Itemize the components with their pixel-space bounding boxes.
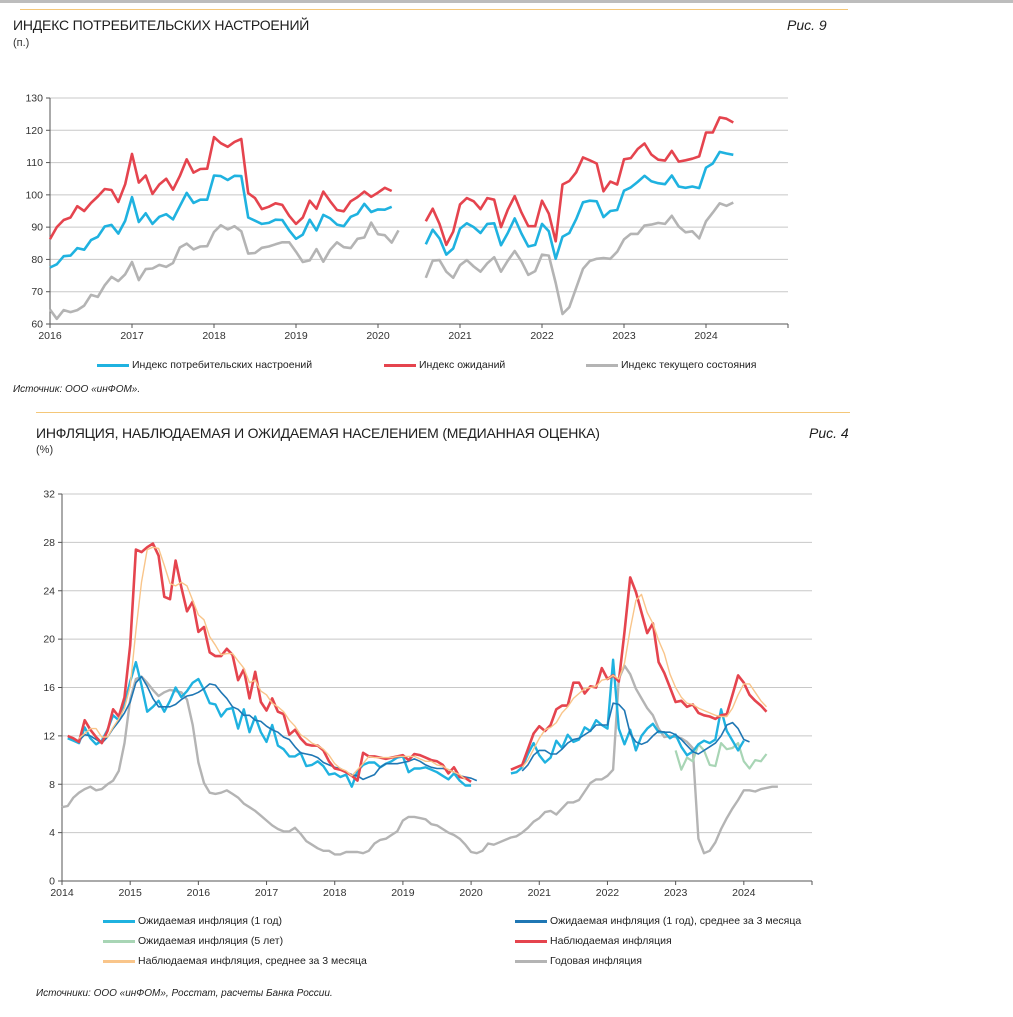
legend-label: Ожидаемая инфляция (1 год) — [138, 915, 282, 927]
y-tick-label: 4 — [49, 827, 55, 839]
legend-swatch-current — [586, 363, 618, 367]
x-tick-label: 2022 — [530, 330, 554, 342]
series-line-observed-avg — [521, 593, 768, 768]
legend-label: Годовая инфляция — [550, 955, 642, 967]
figure1-source: Источник: ООО «инФОМ». — [13, 384, 141, 395]
figure1-label: Рис. 9 — [787, 17, 827, 33]
figure2-title: ИНФЛЯЦИЯ, НАБЛЮДАЕМАЯ И ОЖИДАЕМАЯ НАСЕЛЕ… — [36, 425, 600, 441]
figure1-legend-item-expectations: Индекс ожиданий — [384, 359, 505, 371]
figure2-legend-item-observed: Наблюдаемая инфляция — [515, 935, 672, 947]
series-line-observed — [67, 542, 472, 783]
figure2-legend-item-expected-1y: Ожидаемая инфляция (1 год) — [103, 915, 282, 927]
series-line-annual — [61, 664, 778, 856]
figure2-legend-item-observed-avg: Наблюдаемая инфляция, среднее за 3 месяц… — [103, 955, 367, 967]
y-tick-label: 100 — [25, 189, 43, 201]
figure1-top-rule — [20, 9, 848, 10]
x-tick-label: 2020 — [459, 887, 483, 899]
series-line-expected-1y-avg — [521, 702, 750, 772]
x-tick-label: 2021 — [448, 330, 472, 342]
x-tick-label: 2018 — [323, 887, 347, 899]
page-top-border — [0, 0, 1013, 3]
legend-swatch-csi — [97, 363, 129, 367]
series-line-expectations — [48, 135, 393, 240]
series-line-csi — [424, 150, 734, 261]
y-tick-label: 8 — [49, 779, 55, 791]
x-tick-label: 2021 — [528, 887, 552, 899]
figure1-unit: (п.) — [13, 37, 30, 49]
series-line-current — [424, 201, 734, 316]
series-line-current — [48, 221, 400, 321]
series-line-observed — [510, 576, 768, 771]
y-tick-label: 32 — [43, 489, 55, 501]
y-tick-label: 70 — [31, 286, 43, 298]
x-tick-label: 2015 — [119, 887, 143, 899]
figure1-legend-item-current: Индекс текущего состояния — [586, 359, 756, 371]
legend-label: Наблюдаемая инфляция, среднее за 3 месяц… — [138, 955, 367, 967]
legend-swatch-annual — [515, 959, 547, 963]
x-tick-label: 2016 — [38, 330, 62, 342]
series-line-expected-5y — [674, 742, 768, 771]
y-tick-label: 0 — [49, 876, 55, 888]
y-tick-label: 80 — [31, 254, 43, 266]
legend-label: Индекс потребительских настроений — [132, 359, 313, 371]
y-tick-label: 90 — [31, 222, 43, 234]
figure2-legend-item-expected-5y: Ожидаемая инфляция (5 лет) — [103, 935, 283, 947]
y-tick-label: 110 — [26, 157, 43, 169]
x-tick-label: 2023 — [664, 887, 688, 899]
figure2-label: Рис. 4 — [809, 425, 849, 441]
x-tick-label: 2016 — [187, 887, 211, 899]
legend-swatch-expected-5y — [103, 939, 135, 943]
y-tick-label: 130 — [25, 93, 43, 105]
y-tick-label: 120 — [25, 125, 43, 137]
y-tick-label: 60 — [31, 319, 43, 331]
x-tick-label: 2024 — [694, 330, 718, 342]
series-line-csi — [49, 174, 393, 269]
x-tick-label: 2014 — [50, 887, 74, 899]
y-tick-label: 20 — [43, 634, 55, 646]
figure1-chart: 60 70 80 90 100 110 120 130 2016 2017 2018 2019 2020… — [25, 93, 789, 342]
x-tick-label: 2019 — [391, 887, 415, 899]
legend-swatch-observed — [515, 939, 547, 943]
x-tick-label: 2019 — [284, 330, 308, 342]
series-line-observed-avg — [78, 546, 466, 780]
x-tick-label: 2017 — [255, 887, 279, 899]
legend-label: Индекс ожиданий — [419, 359, 506, 371]
series-line-expectations — [424, 116, 734, 247]
figure2-legend-item-expected-1y-avg: Ожидаемая инфляция (1 год), среднее за 3… — [515, 915, 801, 927]
x-tick-label: 2018 — [202, 330, 226, 342]
figure2-legend-item-annual: Годовая инфляция — [515, 955, 642, 967]
legend-label: Наблюдаемая инфляция — [550, 935, 672, 947]
x-tick-label: 2024 — [732, 887, 756, 899]
legend-swatch-observed-avg — [103, 959, 135, 963]
x-tick-label: 2022 — [596, 887, 620, 899]
series-line-expected-1y — [67, 660, 472, 788]
figure2-source: Источники: ООО «инФОМ», Росстат, расчеты… — [36, 988, 333, 999]
y-tick-label: 24 — [43, 585, 55, 597]
x-tick-label: 2023 — [612, 330, 636, 342]
legend-swatch-expectations — [384, 363, 416, 367]
legend-swatch-expected-1y — [103, 919, 135, 923]
figure1-title: ИНДЕКС ПОТРЕБИТЕЛЬСКИХ НАСТРОЕНИЙ — [13, 17, 310, 33]
x-tick-label: 2020 — [366, 330, 390, 342]
y-tick-label: 12 — [43, 730, 55, 742]
y-tick-label: 28 — [43, 537, 55, 549]
x-tick-label: 2017 — [120, 330, 144, 342]
series-line-expected-1y — [510, 658, 745, 775]
figure2-top-rule — [36, 412, 850, 413]
figure1-legend-item-csi: Индекс потребительских настроений — [97, 359, 312, 371]
legend-label: Ожидаемая инфляция (5 лет) — [138, 935, 284, 947]
y-tick-label: 16 — [43, 682, 55, 694]
legend-label: Индекс текущего состояния — [621, 359, 757, 371]
legend-label: Ожидаемая инфляция (1 год), среднее за 3… — [550, 915, 802, 927]
series-line-expected-1y-avg — [78, 675, 478, 782]
figure2-unit: (%) — [36, 444, 54, 456]
legend-swatch-expected-1y-avg — [515, 919, 547, 923]
